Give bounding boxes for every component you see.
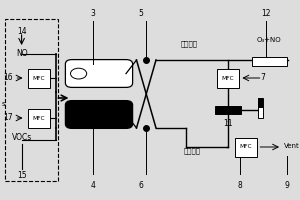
- Text: 9: 9: [284, 180, 289, 190]
- FancyBboxPatch shape: [258, 98, 263, 108]
- Text: NO: NO: [16, 49, 27, 58]
- Text: MFC: MFC: [33, 75, 45, 80]
- FancyBboxPatch shape: [65, 60, 133, 87]
- Text: 12: 12: [261, 9, 270, 19]
- Text: 11: 11: [223, 119, 233, 129]
- Text: s: s: [2, 101, 5, 107]
- Text: 8: 8: [238, 180, 242, 190]
- FancyBboxPatch shape: [65, 101, 133, 128]
- Text: 7: 7: [260, 73, 265, 82]
- FancyBboxPatch shape: [28, 68, 50, 88]
- Text: 14: 14: [17, 26, 26, 36]
- Text: 3: 3: [91, 9, 95, 19]
- FancyBboxPatch shape: [217, 68, 239, 88]
- Text: 5: 5: [139, 9, 143, 19]
- FancyBboxPatch shape: [214, 106, 242, 114]
- Text: 第二通道: 第二通道: [184, 148, 200, 154]
- FancyBboxPatch shape: [252, 57, 286, 66]
- Text: Vent: Vent: [284, 143, 299, 149]
- Text: MFC: MFC: [33, 116, 45, 120]
- Text: 16: 16: [3, 73, 13, 82]
- Circle shape: [70, 68, 87, 79]
- Text: 4: 4: [91, 180, 95, 190]
- Text: VOCs: VOCs: [11, 134, 32, 142]
- Text: 17: 17: [3, 114, 13, 122]
- Text: MFC: MFC: [240, 144, 252, 150]
- Text: 第一通道: 第一通道: [181, 41, 197, 47]
- FancyBboxPatch shape: [235, 138, 257, 156]
- Text: MFC: MFC: [222, 75, 234, 80]
- FancyBboxPatch shape: [28, 108, 50, 128]
- Text: O₃+NO: O₃+NO: [256, 37, 281, 43]
- FancyBboxPatch shape: [258, 98, 263, 118]
- Text: 15: 15: [17, 171, 26, 180]
- Text: 6: 6: [139, 180, 143, 190]
